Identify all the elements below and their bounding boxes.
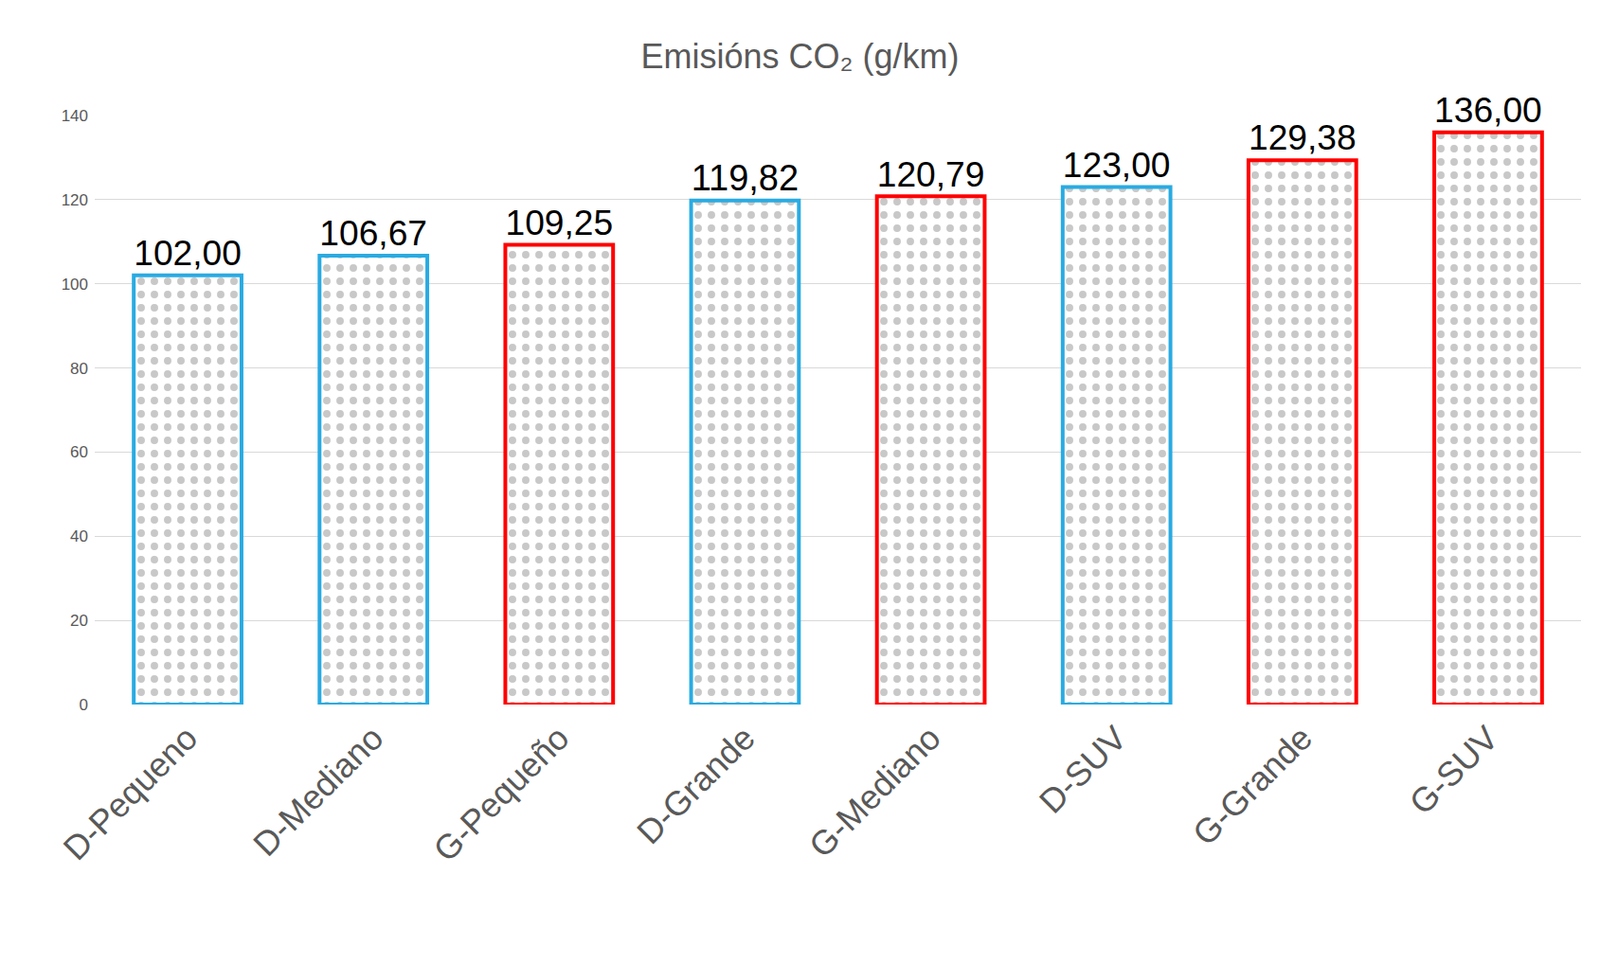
svg-text:136,00: 136,00 — [1434, 89, 1543, 130]
svg-text:D-Pequeno: D-Pequeno — [55, 718, 206, 868]
svg-text:106,67: 106,67 — [319, 213, 428, 253]
svg-text:123,00: 123,00 — [1062, 144, 1171, 185]
svg-text:100: 100 — [61, 275, 89, 294]
svg-text:20: 20 — [70, 611, 89, 630]
svg-text:G-Mediano: G-Mediano — [801, 718, 949, 865]
svg-text:G-Pequeño: G-Pequeño — [425, 718, 576, 869]
svg-text:119,82: 119,82 — [691, 158, 799, 198]
svg-text:129,38: 129,38 — [1248, 117, 1357, 158]
svg-text:D-Grande: D-Grande — [629, 718, 763, 852]
svg-text:102,00: 102,00 — [133, 233, 242, 273]
svg-text:G-Grande: G-Grande — [1185, 718, 1320, 853]
svg-text:Emisións CO₂ (g/km): Emisións CO₂ (g/km) — [640, 36, 959, 76]
svg-text:40: 40 — [70, 527, 89, 546]
svg-text:109,25: 109,25 — [504, 202, 613, 243]
svg-text:120,79: 120,79 — [877, 154, 986, 195]
svg-text:80: 80 — [70, 359, 89, 378]
svg-text:D-Mediano: D-Mediano — [245, 718, 392, 864]
svg-text:D-SUV: D-SUV — [1031, 718, 1134, 821]
svg-text:G-SUV: G-SUV — [1402, 718, 1507, 823]
svg-text:60: 60 — [70, 443, 89, 462]
svg-text:140: 140 — [61, 107, 89, 126]
svg-text:0: 0 — [79, 696, 89, 715]
svg-text:120: 120 — [61, 191, 89, 210]
